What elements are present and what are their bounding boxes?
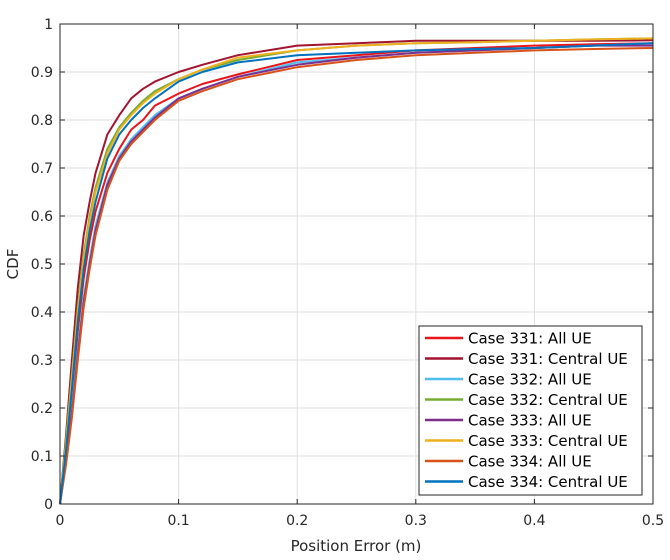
y-tick-label: 0 — [44, 497, 53, 513]
y-tick-label: 0.2 — [31, 401, 53, 417]
series-line-2 — [59, 39, 654, 505]
legend-entry-4: Case 332: Central UE — [468, 391, 628, 409]
series-line-8 — [59, 42, 654, 505]
series-line-7 — [59, 47, 654, 505]
legend-entry-3: Case 332: All UE — [468, 371, 592, 389]
y-tick-label: 0.9 — [31, 65, 53, 81]
y-tick-label: 0.8 — [31, 113, 53, 129]
y-tick-label: 0.7 — [31, 161, 53, 177]
y-tick-label: 0.5 — [31, 257, 53, 273]
legend-entry-7: Case 334: All UE — [468, 453, 592, 471]
legend-entry-8: Case 334: Central UE — [468, 473, 628, 491]
legend-entry-5: Case 333: All UE — [468, 412, 592, 430]
x-tick-label: 0.5 — [642, 513, 664, 529]
legend-entry-1: Case 331: All UE — [468, 330, 592, 348]
axis-ticks: 0 0.1 0.2 0.3 0.4 0.5 0 0.1 0.2 0.3 0.4 0.5 0.6 0.7 0.… — [31, 17, 664, 529]
x-axis-label: Position Error (m) — [291, 537, 422, 555]
x-tick-label: 0.4 — [523, 513, 545, 529]
legend-box — [418, 325, 643, 496]
y-tick-label: 0.6 — [31, 209, 53, 225]
x-tick-label: 0.1 — [167, 513, 189, 529]
y-tick-label: 0.1 — [31, 449, 53, 465]
y-tick-label: 1 — [44, 17, 53, 33]
legend-entry-6: Case 333: Central UE — [468, 432, 628, 450]
x-tick-label: 0 — [56, 513, 65, 529]
legend: Case 331: All UE Case 331: Central UE Case… — [418, 325, 643, 496]
y-tick-label: 0.3 — [31, 353, 53, 369]
legend-entry-2: Case 331: Central UE — [468, 350, 628, 368]
x-tick-label: 0.2 — [286, 513, 308, 529]
series-line-6 — [59, 37, 654, 505]
y-tick-label: 0.4 — [31, 305, 53, 321]
series-lines — [59, 37, 654, 505]
x-tick-label: 0.3 — [405, 513, 427, 529]
y-axis-label: CDF — [4, 249, 22, 280]
